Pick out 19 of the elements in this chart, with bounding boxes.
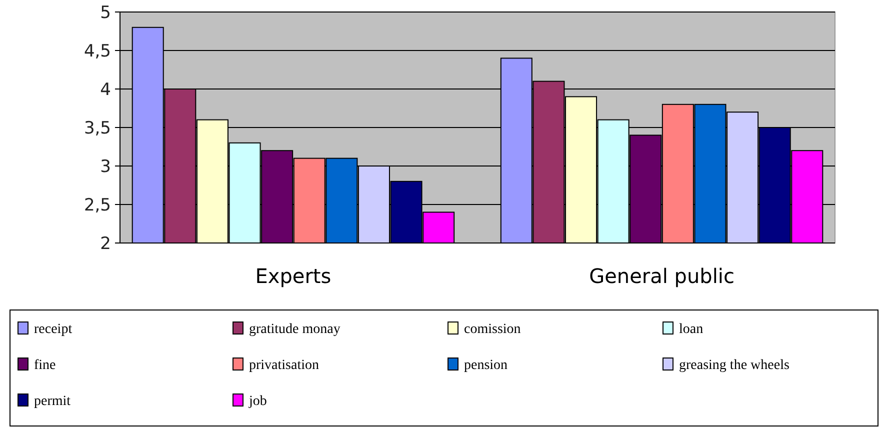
- y-tick-label: 2: [100, 234, 111, 254]
- y-tick-label: 4: [100, 80, 111, 100]
- x-tick-label: General public: [589, 264, 734, 288]
- legend-label: job: [248, 394, 267, 409]
- legend-label: comission: [464, 322, 521, 337]
- legend-label: permit: [34, 394, 71, 409]
- legend-label: fine: [34, 358, 56, 373]
- legend-label: pension: [464, 358, 508, 373]
- y-tick-label: 2,5: [84, 195, 111, 216]
- legend-label: loan: [679, 322, 704, 337]
- legend-label: gratitude monay: [249, 322, 340, 337]
- legend-label: privatisation: [249, 358, 319, 373]
- legend-label: receipt: [34, 322, 72, 337]
- y-tick-label: 3: [100, 156, 111, 177]
- y-tick-label: 4,5: [84, 41, 111, 62]
- x-tick-label: Experts: [255, 264, 332, 288]
- legend-label: greasing the wheels: [679, 358, 790, 373]
- y-tick-label: 3,5: [84, 118, 111, 138]
- y-tick-label: 5: [100, 2, 111, 23]
